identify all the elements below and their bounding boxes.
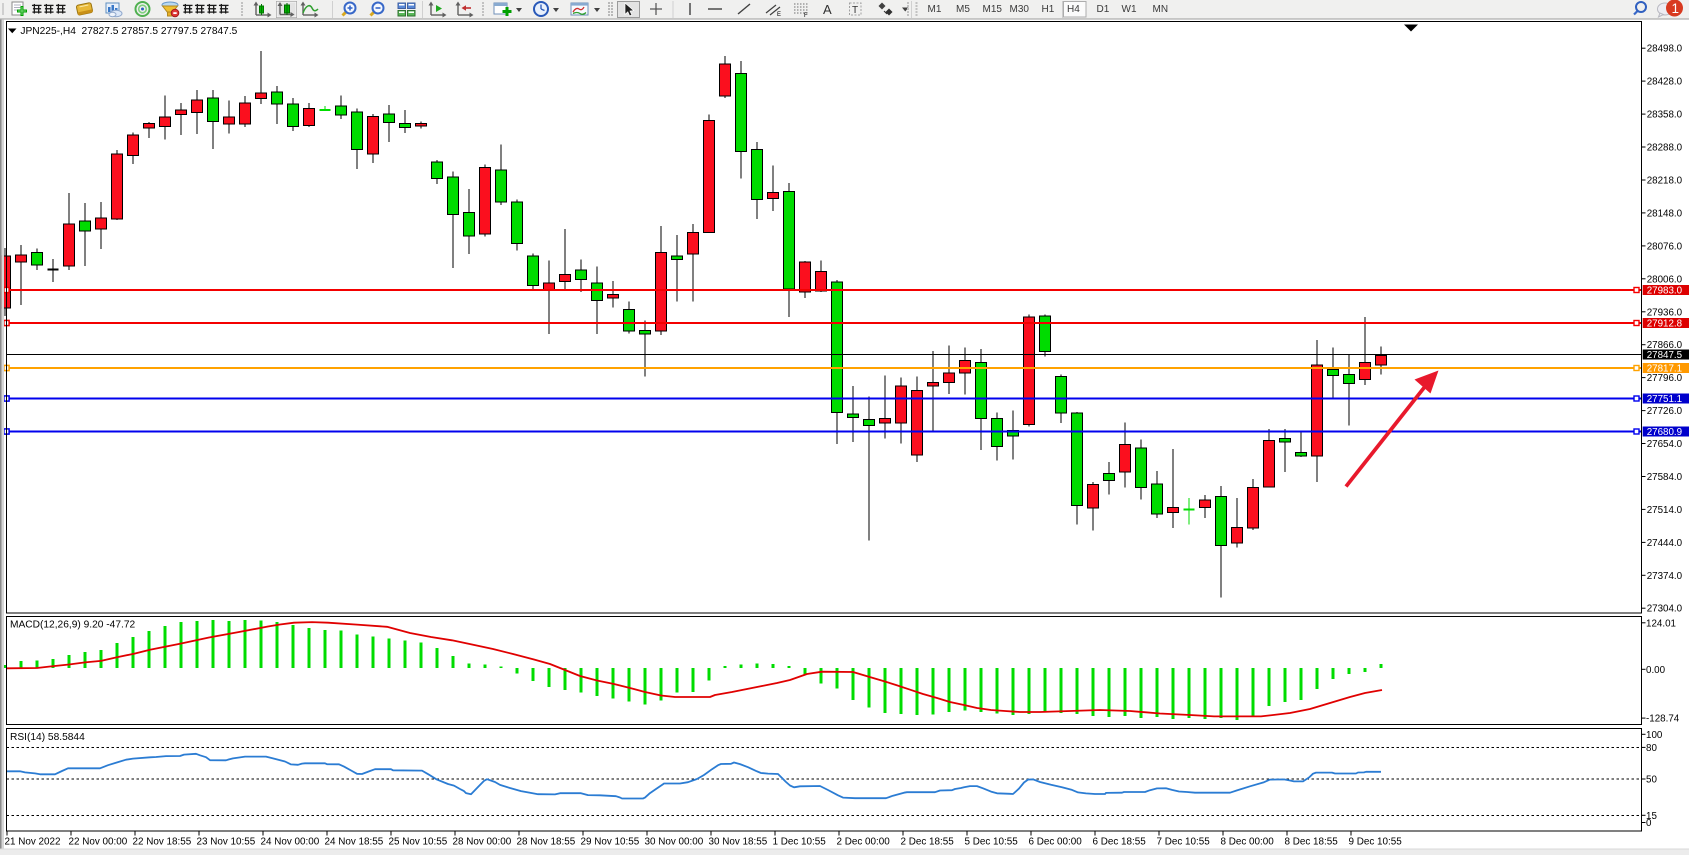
- svg-text:30 Nov 18:55: 30 Nov 18:55: [709, 836, 768, 847]
- svg-text:6 Dec 18:55: 6 Dec 18:55: [1093, 836, 1147, 847]
- svg-text:2 Dec 18:55: 2 Dec 18:55: [901, 836, 955, 847]
- svg-text:27817.1: 27817.1: [1647, 364, 1682, 375]
- svg-text:M15: M15: [983, 4, 1003, 15]
- svg-text:0: 0: [1646, 818, 1652, 829]
- svg-text:27726.0: 27726.0: [1647, 406, 1683, 417]
- svg-text:21 Nov 2022: 21 Nov 2022: [5, 836, 61, 847]
- svg-text:JPN225-,H4 27827.5 27857.5 27: JPN225-,H4 27827.5 27857.5 27797.5 27847…: [20, 26, 237, 37]
- svg-text:M30: M30: [1010, 4, 1030, 15]
- svg-text:28 Nov 00:00: 28 Nov 00:00: [453, 836, 512, 847]
- svg-text:5 Dec 10:55: 5 Dec 10:55: [965, 836, 1019, 847]
- svg-text:28288.0: 28288.0: [1647, 143, 1683, 154]
- svg-text:27866.0: 27866.0: [1647, 340, 1683, 351]
- svg-text:28218.0: 28218.0: [1647, 176, 1683, 187]
- svg-text:M5: M5: [956, 4, 970, 15]
- svg-text:15: 15: [1646, 811, 1657, 822]
- svg-text:2 Dec 00:00: 2 Dec 00:00: [837, 836, 891, 847]
- svg-text:27751.1: 27751.1: [1647, 394, 1682, 405]
- svg-text:27680.9: 27680.9: [1647, 427, 1682, 438]
- svg-text:28428.0: 28428.0: [1647, 77, 1683, 88]
- svg-text:-128.74: -128.74: [1646, 714, 1680, 725]
- svg-text:1 Dec 10:55: 1 Dec 10:55: [773, 836, 827, 847]
- svg-text:28148.0: 28148.0: [1647, 208, 1683, 219]
- svg-text:27584.0: 27584.0: [1647, 472, 1683, 483]
- svg-text:E: E: [777, 12, 781, 18]
- svg-text:27444.0: 27444.0: [1647, 538, 1683, 549]
- svg-text:8 Dec 00:00: 8 Dec 00:00: [1221, 836, 1275, 847]
- svg-text:100: 100: [1646, 730, 1663, 741]
- svg-text:M1: M1: [928, 4, 942, 15]
- svg-text:30 Nov 00:00: 30 Nov 00:00: [645, 836, 704, 847]
- svg-text:27654.0: 27654.0: [1647, 439, 1683, 450]
- svg-text:6 Dec 00:00: 6 Dec 00:00: [1029, 836, 1083, 847]
- svg-text:80: 80: [1646, 743, 1657, 754]
- svg-text:MACD(12,26,9) 9.20 -47.72: MACD(12,26,9) 9.20 -47.72: [10, 620, 135, 631]
- svg-text:50: 50: [1646, 775, 1657, 786]
- svg-text:27796.0: 27796.0: [1647, 373, 1683, 384]
- svg-text:H4: H4: [1067, 4, 1080, 15]
- svg-text:H1: H1: [1042, 4, 1055, 15]
- svg-text:RSI(14) 58.5844: RSI(14) 58.5844: [10, 732, 85, 743]
- svg-text:7 Dec 10:55: 7 Dec 10:55: [1157, 836, 1211, 847]
- svg-text:28498.0: 28498.0: [1647, 44, 1683, 55]
- svg-text:F: F: [804, 13, 808, 19]
- svg-text:1: 1: [1672, 1, 1680, 16]
- svg-text:27936.0: 27936.0: [1647, 307, 1683, 318]
- svg-text:27514.0: 27514.0: [1647, 505, 1683, 516]
- svg-text:A: A: [823, 2, 832, 17]
- svg-text:W1: W1: [1122, 4, 1137, 15]
- svg-text:MN: MN: [1153, 4, 1169, 15]
- svg-text:27304.0: 27304.0: [1647, 604, 1683, 615]
- svg-text:28076.0: 28076.0: [1647, 241, 1683, 252]
- svg-text:T: T: [852, 5, 858, 16]
- svg-text:22 Nov 18:55: 22 Nov 18:55: [133, 836, 192, 847]
- svg-text:24 Nov 18:55: 24 Nov 18:55: [325, 836, 384, 847]
- svg-text:27374.0: 27374.0: [1647, 571, 1683, 582]
- svg-text:D1: D1: [1097, 4, 1110, 15]
- svg-text:8 Dec 18:55: 8 Dec 18:55: [1285, 836, 1339, 847]
- svg-text:24 Nov 00:00: 24 Nov 00:00: [261, 836, 320, 847]
- svg-text:27912.8: 27912.8: [1647, 319, 1683, 330]
- svg-text:9 Dec 10:55: 9 Dec 10:55: [1349, 836, 1403, 847]
- svg-text:28 Nov 18:55: 28 Nov 18:55: [517, 836, 576, 847]
- svg-text:27847.5: 27847.5: [1647, 350, 1683, 361]
- svg-text:29 Nov 10:55: 29 Nov 10:55: [581, 836, 640, 847]
- svg-text:27983.0: 27983.0: [1647, 286, 1683, 297]
- svg-text:25 Nov 10:55: 25 Nov 10:55: [389, 836, 448, 847]
- svg-text:28006.0: 28006.0: [1647, 274, 1683, 285]
- svg-text:0.00: 0.00: [1646, 665, 1666, 676]
- svg-text:22 Nov 00:00: 22 Nov 00:00: [69, 836, 128, 847]
- svg-text:124.01: 124.01: [1646, 618, 1676, 629]
- svg-text:23 Nov 10:55: 23 Nov 10:55: [197, 836, 256, 847]
- svg-text:28358.0: 28358.0: [1647, 110, 1683, 121]
